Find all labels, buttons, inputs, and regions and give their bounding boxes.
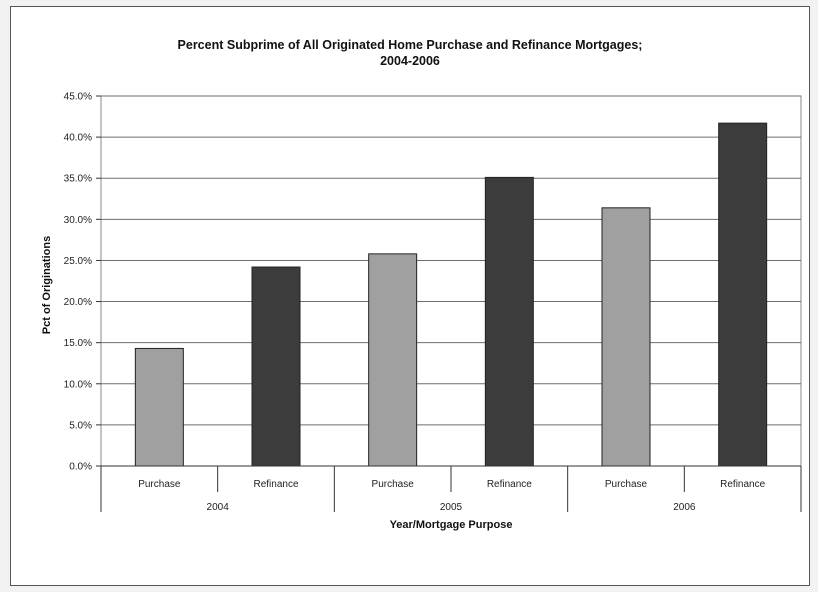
y-tick-label: 15.0% <box>64 338 92 349</box>
x-group-label: 2006 <box>673 502 696 513</box>
bar <box>135 348 183 466</box>
x-tick-label: Purchase <box>605 479 648 490</box>
bars <box>135 123 766 466</box>
y-axis-ticks: 0.0% 5.0% 10.0% 15.0% 20.0% 25.0% 30.0% 35.0% 40… <box>64 92 101 473</box>
plot-area <box>101 96 801 466</box>
x-tick-label: Refinance <box>487 479 532 490</box>
x-group-label: 2005 <box>440 502 463 513</box>
bar <box>369 254 417 466</box>
y-tick-label: 25.0% <box>64 256 92 267</box>
y-tick-label: 5.0% <box>69 420 92 431</box>
x-tick-label: Refinance <box>253 479 298 490</box>
y-tick-label: 40.0% <box>64 133 92 144</box>
x-axis-label: Year/Mortgage Purpose <box>390 519 513 531</box>
y-tick-label: 45.0% <box>64 92 92 103</box>
y-tick-label: 35.0% <box>64 174 92 185</box>
x-tick-label: Refinance <box>720 479 765 490</box>
x-axis: Purchase Refinance Purchase Refinance Purcha… <box>101 466 801 513</box>
y-tick-label: 10.0% <box>64 379 92 390</box>
y-tick-label: 0.0% <box>69 462 92 473</box>
bar <box>485 177 533 466</box>
y-tick-label: 20.0% <box>64 297 92 308</box>
x-tick-label: Purchase <box>372 479 415 490</box>
x-tick-label: Purchase <box>138 479 181 490</box>
bar <box>719 123 767 466</box>
gridlines <box>101 96 801 466</box>
y-axis-label: Pct of Originations <box>41 236 53 334</box>
x-group-label: 2004 <box>207 502 230 513</box>
bar <box>252 267 300 466</box>
y-tick-label: 30.0% <box>64 215 92 226</box>
bar <box>602 208 650 466</box>
